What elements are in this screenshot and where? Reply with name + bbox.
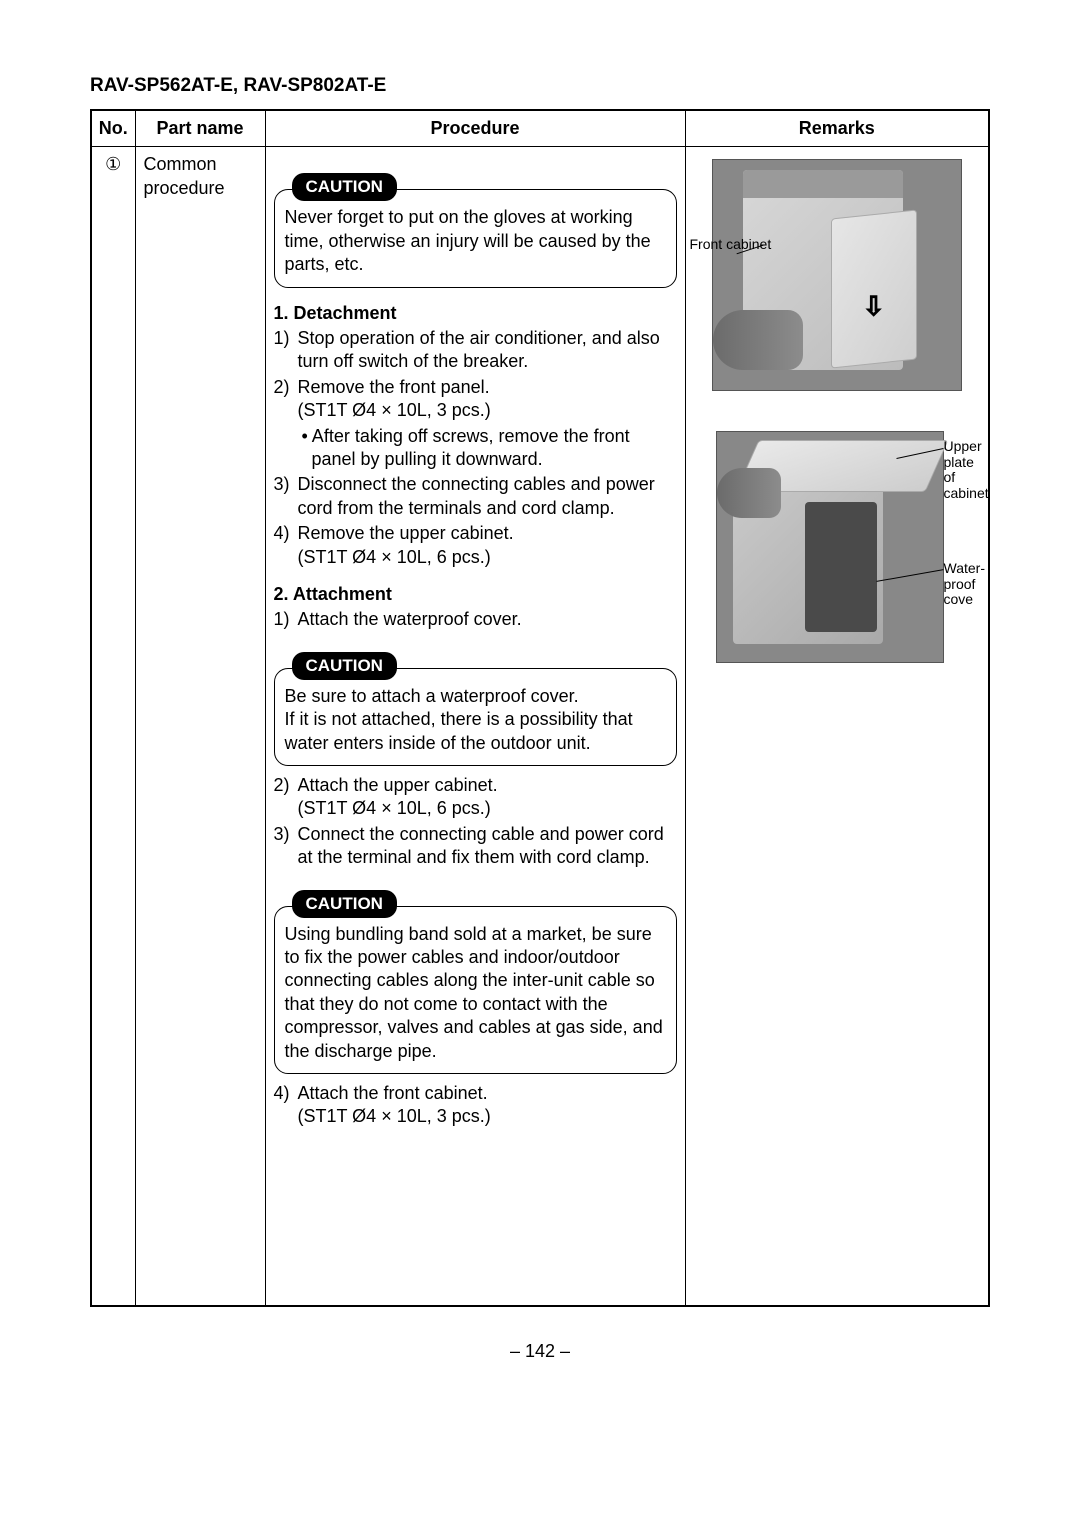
model-title: RAV-SP562AT-E, RAV-SP802AT-E xyxy=(90,75,990,97)
service-manual-page: RAV-SP562AT-E, RAV-SP802AT-E No. Part na… xyxy=(0,0,1080,1402)
list-item: Remove the upper cabinet.(ST1T Ø4 × 10L,… xyxy=(298,522,677,569)
procedure-cell: CAUTION Never forget to put on the glove… xyxy=(274,161,677,1299)
label-upper-plate: Upper plate of cabinet xyxy=(944,439,989,501)
remarks-cell: ⇩ Front cabinet Upper plate of cabinet xyxy=(694,153,981,1293)
list-item: Disconnect the connecting cables and pow… xyxy=(298,473,677,520)
header-procedure: Procedure xyxy=(265,110,685,147)
attachment-heading: 2. Attachment xyxy=(274,583,677,606)
header-no: No. xyxy=(91,110,135,147)
caution-text: Never forget to put on the gloves at wor… xyxy=(274,189,677,287)
caution-label: CAUTION xyxy=(292,652,397,680)
detachment-list: 1)Stop operation of the air conditioner,… xyxy=(274,327,677,569)
caution-block-2: CAUTION Be sure to attach a waterproof c… xyxy=(274,640,677,766)
table-row: ① Common procedure CAUTION Never forget … xyxy=(91,147,989,1307)
procedure-table: No. Part name Procedure Remarks ① Common… xyxy=(90,109,990,1307)
detachment-heading: 1. Detachment xyxy=(274,302,677,325)
header-remarks: Remarks xyxy=(685,110,989,147)
caution-label: CAUTION xyxy=(292,890,397,918)
arrow-down-icon: ⇩ xyxy=(863,290,885,324)
step-number: ① xyxy=(105,153,121,176)
header-part: Part name xyxy=(135,110,265,147)
list-item: Connect the connecting cable and power c… xyxy=(298,823,677,870)
list-item: Remove the front panel.(ST1T Ø4 × 10L, 3… xyxy=(298,376,677,472)
caution-block-3: CAUTION Using bundling band sold at a ma… xyxy=(274,878,677,1074)
caution-label: CAUTION xyxy=(292,173,397,201)
label-waterproof: Water-proof cove xyxy=(944,561,985,607)
list-item: Attach the front cabinet.(ST1T Ø4 × 10L,… xyxy=(298,1082,677,1129)
attachment-list-3: 4)Attach the front cabinet.(ST1T Ø4 × 10… xyxy=(274,1082,677,1129)
photo-upper-plate xyxy=(716,431,944,663)
photo-front-cabinet: ⇩ xyxy=(712,159,962,391)
caution-text: Using bundling band sold at a market, be… xyxy=(274,906,677,1074)
part-name-cell: Common procedure xyxy=(135,147,265,1307)
list-item: Stop operation of the air conditioner, a… xyxy=(298,327,677,374)
list-item: Attach the waterproof cover. xyxy=(298,608,677,631)
list-item: Attach the upper cabinet.(ST1T Ø4 × 10L,… xyxy=(298,774,677,821)
attachment-list-2: 2)Attach the upper cabinet.(ST1T Ø4 × 10… xyxy=(274,774,677,870)
caution-block-1: CAUTION Never forget to put on the glove… xyxy=(274,161,677,287)
caution-text: Be sure to attach a waterproof cover. If… xyxy=(274,668,677,766)
attachment-list: 1)Attach the waterproof cover. xyxy=(274,608,677,631)
page-number: – 142 – xyxy=(90,1341,990,1362)
